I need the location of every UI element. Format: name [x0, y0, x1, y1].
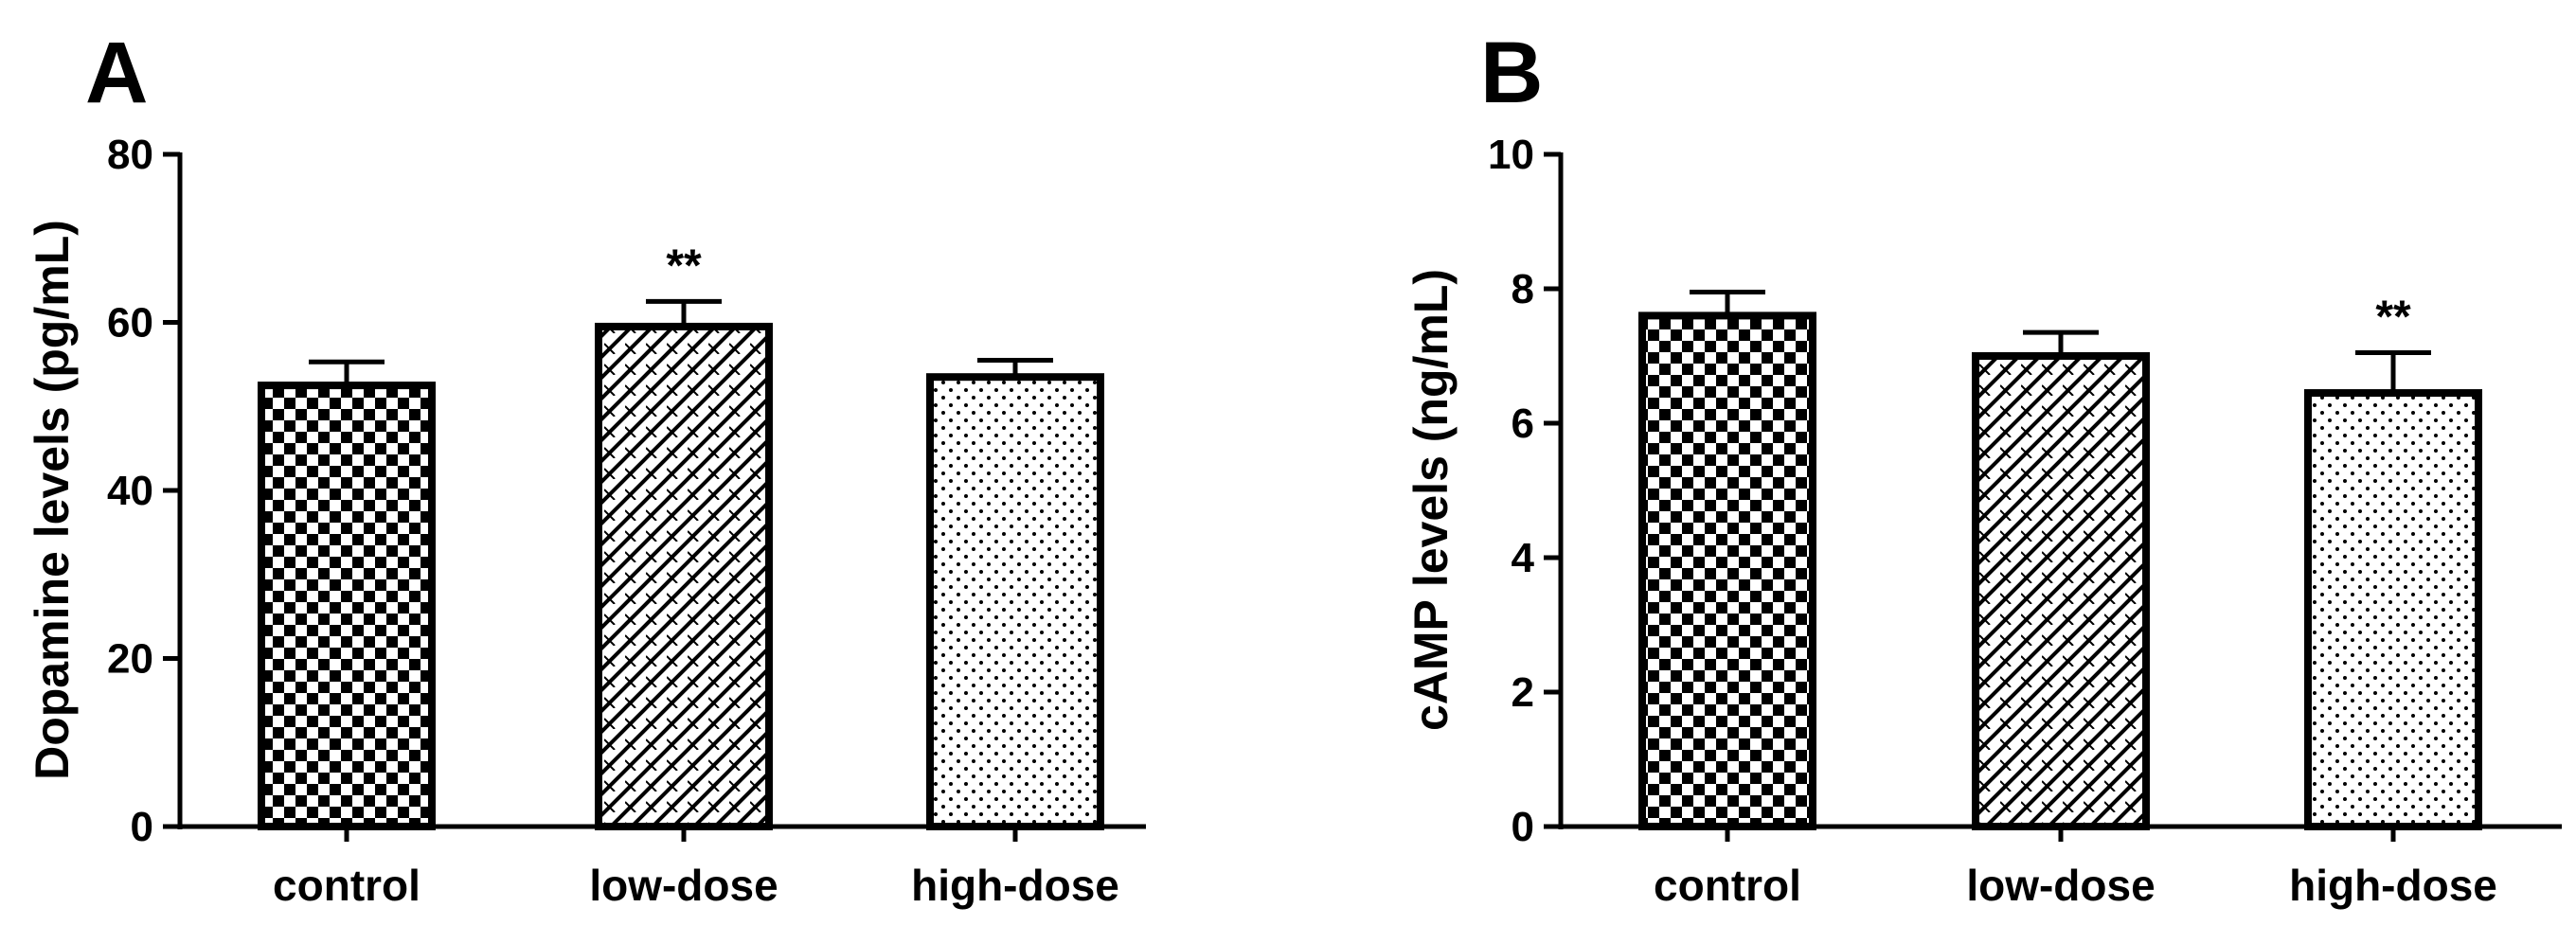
panel-a-category-label: control	[273, 861, 420, 910]
panel-a-labels: 0 20 40 60 80 control low-dose ** high-dose	[107, 132, 1119, 910]
panel-a-chart: A Dopamine levels (pg/mL) 0 20 40 60 80 contr…	[26, 25, 1146, 910]
panel-b-category-label: control	[1654, 861, 1801, 910]
panel-b-y-tick-label: 0	[1512, 804, 1534, 850]
panel-b-y-tick-label: 8	[1512, 266, 1534, 312]
panel-b-bars	[1638, 290, 2482, 830]
panel-b-bar-control	[1638, 311, 1816, 830]
panel-b-labels: 0 2 4 6 8 10 control low-dose high-dose **	[1488, 132, 2497, 910]
panel-a-y-tick-label: 20	[107, 636, 153, 683]
panel-b-y-tick-label: 6	[1512, 400, 1534, 447]
panel-b-letter: B	[1480, 25, 1543, 121]
panel-b-bar-high-dose	[2304, 389, 2482, 830]
panel-b-y-tick-label: 4	[1512, 535, 1535, 581]
panel-a-bars	[258, 298, 1104, 830]
panel-a-y-tick-label: 40	[107, 468, 153, 514]
panel-b-y-tick-label: 2	[1512, 669, 1534, 716]
panel-b-bar-low-dose	[1972, 352, 2150, 830]
panel-b-y-tick-label: 10	[1488, 132, 1534, 178]
panel-a-y-tick-label: 0	[131, 804, 153, 850]
panel-a-bar-high-dose	[926, 373, 1104, 830]
panel-a-bar-low-dose	[595, 322, 773, 830]
panel-b-y-axis-title: cAMP levels (ng/mL)	[1404, 269, 1458, 731]
panel-b-category-label: low-dose	[1966, 861, 2155, 910]
panel-a-significance-mark: **	[666, 240, 702, 291]
panel-a-y-tick-label: 80	[107, 132, 153, 178]
panel-b-significance-mark: **	[2375, 292, 2411, 342]
panel-a-category-label: low-dose	[589, 861, 778, 910]
panel-b-chart: B cAMP levels (ng/mL) 0 2 4 6 8 10 control low-…	[1404, 25, 2562, 910]
panel-a-y-tick-label: 60	[107, 300, 153, 347]
panel-a-letter: A	[85, 25, 148, 121]
panel-b-category-label: high-dose	[2289, 861, 2497, 910]
panel-a-y-axis-title: Dopamine levels (pg/mL)	[26, 220, 79, 780]
panel-a-bar-control	[258, 382, 436, 830]
panel-a-category-label: high-dose	[911, 861, 1119, 910]
